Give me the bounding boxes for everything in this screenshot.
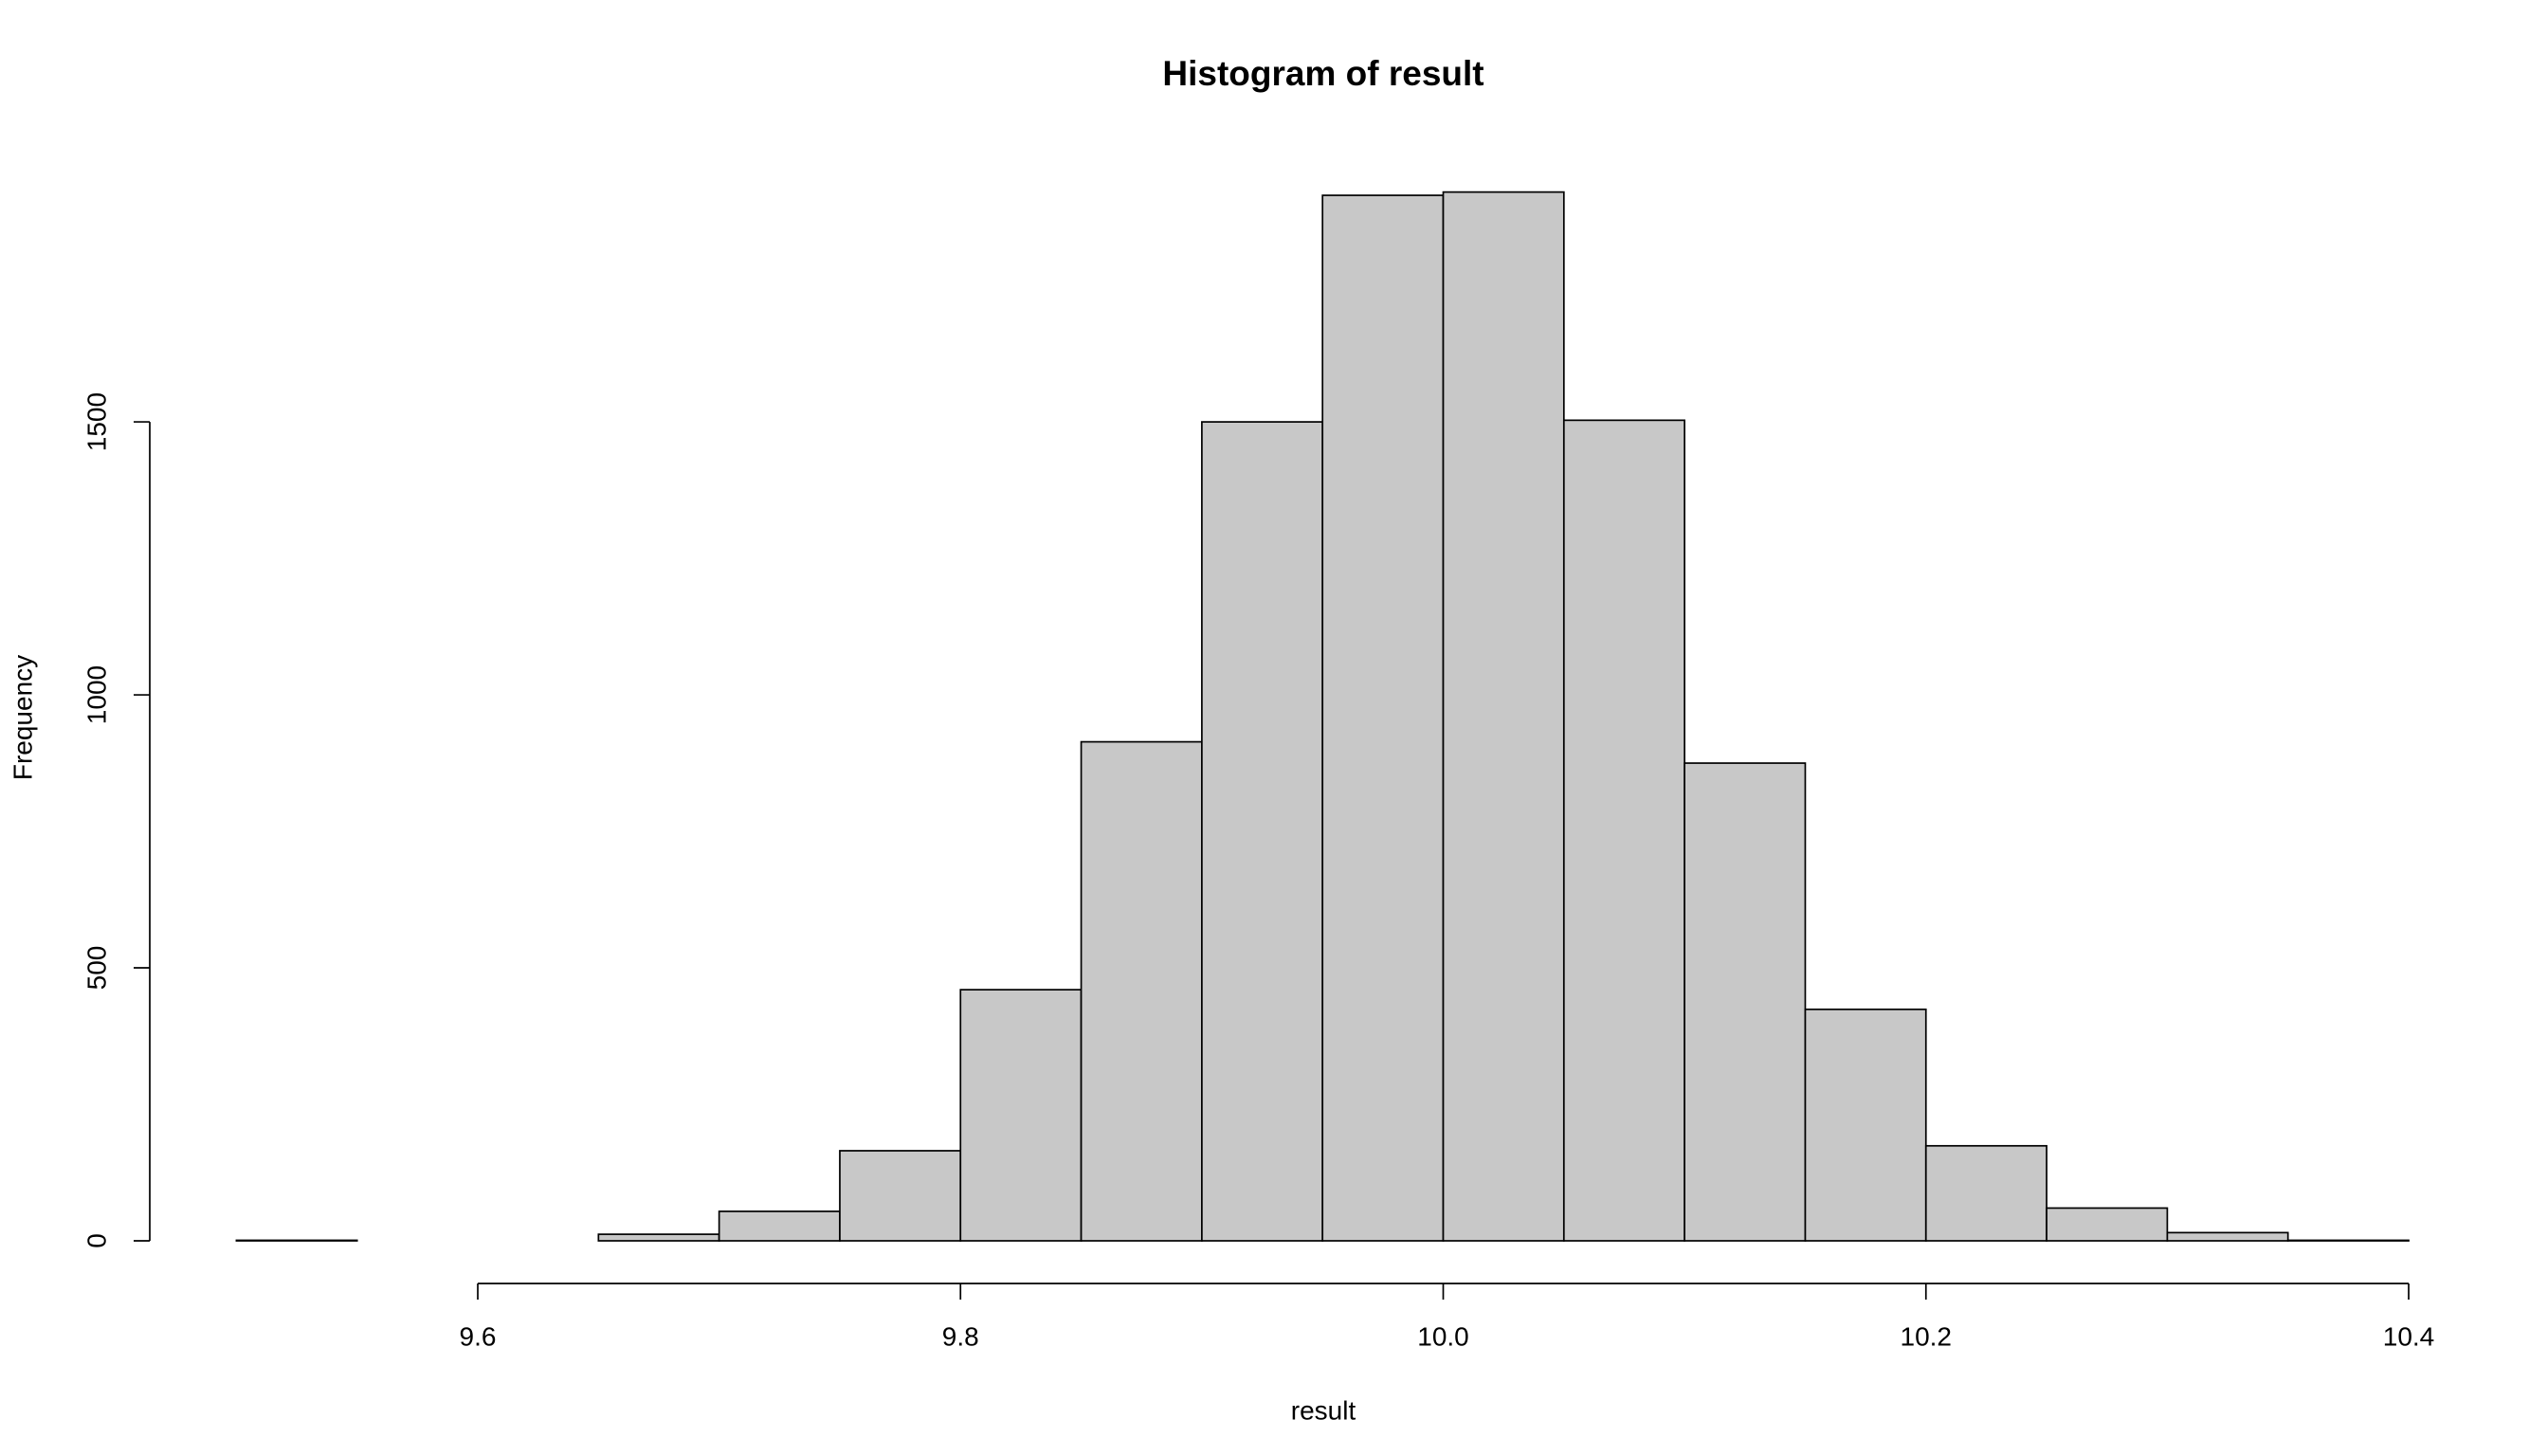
bar [839,1150,962,1242]
bar [718,1210,841,1242]
y-axis-label: Frequency [8,655,37,780]
x-axis-label: result [1291,1395,1356,1425]
bar [1080,740,1203,1242]
x-tick-label: 9.6 [460,1321,497,1351]
bar [597,1233,720,1242]
bar [1201,421,1324,1242]
x-tick-label: 9.8 [942,1321,979,1351]
bar [959,989,1083,1242]
bar [1562,419,1685,1242]
bar [1924,1144,2048,1242]
y-tick-label: 1500 [82,392,111,451]
bar [1321,194,1445,1242]
bar [1684,762,1807,1242]
x-tick-label: 10.2 [1901,1321,1953,1351]
bar [1804,1008,1927,1242]
bar [2286,1239,2410,1242]
bar [235,1239,358,1242]
chart-title: Histogram of result [1162,54,1483,93]
bar [2166,1231,2289,1242]
bar [1442,191,1565,1242]
x-tick-label: 10.4 [2383,1321,2435,1351]
bar [2046,1207,2169,1242]
x-tick-label: 10.0 [1417,1321,1469,1351]
y-tick-label: 500 [82,946,111,991]
y-tick-label: 1000 [82,665,111,724]
y-tick-label: 0 [82,1233,111,1248]
